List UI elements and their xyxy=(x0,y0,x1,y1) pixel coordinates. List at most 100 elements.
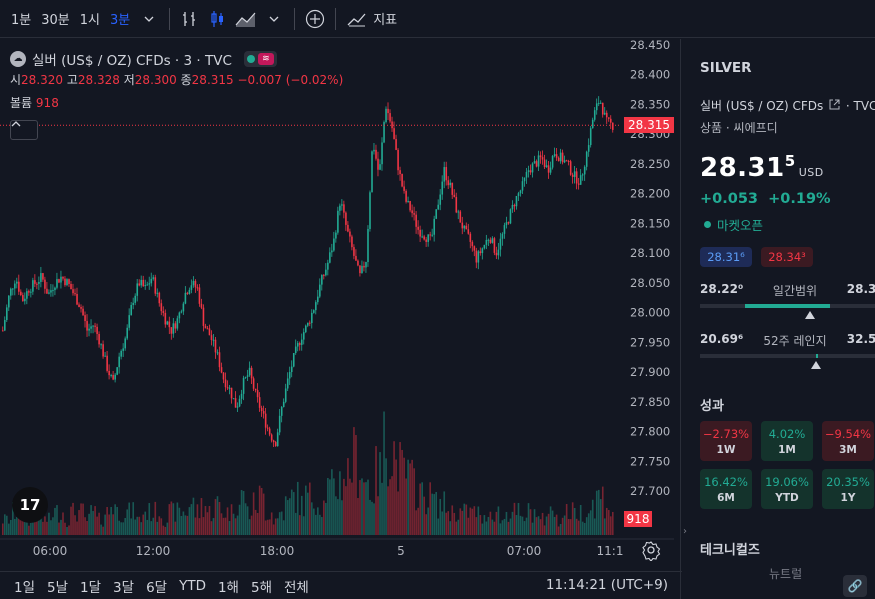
candle xyxy=(130,304,133,316)
volume-bar xyxy=(52,517,54,535)
candle xyxy=(146,284,149,286)
candle xyxy=(52,290,54,292)
bid-price[interactable]: 28.31⁶ xyxy=(700,247,752,267)
candle xyxy=(212,339,215,341)
area-chart-icon[interactable] xyxy=(232,0,260,38)
interval-30m-button[interactable]: 30분 xyxy=(41,13,70,28)
week52-range-labels: 20.69⁶ 52주 레인지 32.51² xyxy=(700,332,875,349)
candle xyxy=(88,328,90,331)
volume-bar xyxy=(551,510,554,535)
range-5y-button[interactable]: 5해 xyxy=(250,579,272,596)
candle xyxy=(84,315,86,322)
candle xyxy=(226,387,229,389)
chevron-down-icon[interactable] xyxy=(260,0,288,38)
chevron-right-icon[interactable]: › xyxy=(683,525,687,537)
volume-bar xyxy=(599,499,602,535)
candle xyxy=(20,291,22,296)
volume-bar xyxy=(443,491,446,535)
interval-3m-button[interactable]: 3분 xyxy=(109,13,131,28)
volume-bar xyxy=(453,512,456,535)
volume-bar xyxy=(577,520,580,535)
panel-symbol-name[interactable]: 실버 (US$ / OZ) CFDs · TVC xyxy=(700,97,875,114)
candle xyxy=(192,280,195,286)
performance-cell[interactable]: 4.02% 1M xyxy=(761,421,813,461)
volume-bar xyxy=(563,515,566,535)
volume-bar xyxy=(146,519,149,535)
volume-bar xyxy=(455,521,458,535)
candle xyxy=(26,291,28,299)
indicators-button[interactable]: 지표 xyxy=(342,0,402,38)
volume-bar xyxy=(56,505,58,535)
volume-bar xyxy=(505,511,508,535)
range-all-button[interactable]: 전체 xyxy=(284,579,309,596)
volume-bar xyxy=(174,521,177,535)
performance-cell[interactable]: 16.42% 6M xyxy=(700,469,752,509)
candle xyxy=(451,182,454,195)
candle xyxy=(100,344,102,346)
range-ytd-button[interactable]: YTD xyxy=(179,577,206,594)
technicals-title: 테크니컬즈 xyxy=(700,543,760,558)
performance-cell[interactable]: 20.35% 1Y xyxy=(822,469,874,509)
volume-bar xyxy=(134,519,137,535)
volume-bar xyxy=(327,478,329,535)
volume-bar xyxy=(585,517,588,535)
volume-bar xyxy=(503,518,506,535)
candle xyxy=(186,292,189,294)
range-1m-button[interactable]: 1달 xyxy=(80,579,102,596)
range-1y-button[interactable]: 1해 xyxy=(217,579,239,596)
range-3m-button[interactable]: 3달 xyxy=(113,579,135,596)
range-1d-button[interactable]: 1일 xyxy=(14,579,36,596)
volume-bar xyxy=(26,517,28,535)
tradingview-logo-icon[interactable]: 17 xyxy=(12,487,48,523)
performance-cell[interactable]: −2.73% 1W xyxy=(700,421,752,461)
price-tick-label: 28.400 xyxy=(630,68,670,82)
external-link-icon[interactable] xyxy=(829,99,840,110)
performance-cell[interactable]: 19.06% YTD xyxy=(761,469,813,509)
volume-bar xyxy=(222,517,225,535)
interval-1h-button[interactable]: 1시 xyxy=(79,13,100,28)
price-chart[interactable]: 28.450 28.400 28.350 28.300 28.250 28.200 28.1… xyxy=(0,39,674,571)
candle xyxy=(409,201,411,211)
volume-bar xyxy=(2,523,4,535)
candle xyxy=(497,249,500,256)
legend-toggle[interactable]: ≋ xyxy=(243,51,277,67)
candle xyxy=(325,269,327,276)
range-5d-button[interactable]: 5날 xyxy=(47,579,69,596)
candle xyxy=(152,277,155,279)
candle xyxy=(545,165,548,168)
candle xyxy=(399,170,401,175)
candle xyxy=(58,279,60,283)
gear-icon[interactable] xyxy=(640,539,662,561)
chevron-down-icon[interactable] xyxy=(135,0,163,38)
bar-chart-icon[interactable] xyxy=(176,0,204,38)
performance-cell[interactable]: −9.54% 3M xyxy=(822,421,874,461)
high-value: 28.328 xyxy=(77,73,120,87)
volume-bar xyxy=(122,522,124,535)
volume-bar xyxy=(425,514,427,535)
candle xyxy=(214,339,217,353)
volume-bar xyxy=(160,518,163,535)
candle xyxy=(369,192,371,229)
candle xyxy=(242,377,245,394)
volume-bar xyxy=(16,516,18,535)
ask-price[interactable]: 28.34³ xyxy=(761,247,813,267)
volume-bar xyxy=(335,496,337,535)
candle xyxy=(427,234,429,242)
clock-timezone[interactable]: 11:14:21 (UTC+9) xyxy=(545,577,668,593)
volume-row: 볼륨 918 xyxy=(10,94,343,111)
chart-canvas[interactable]: 28.450 28.400 28.350 28.300 28.250 28.200 28.1… xyxy=(0,39,674,571)
range-6m-button[interactable]: 6달 xyxy=(146,579,168,596)
candle-chart-icon[interactable] xyxy=(204,0,232,38)
candle xyxy=(581,174,584,176)
interval-1m-button[interactable]: 1분 xyxy=(11,13,32,28)
volume-bar xyxy=(242,491,245,535)
link-icon[interactable]: 🔗 xyxy=(843,575,867,597)
collapse-legend-button[interactable] xyxy=(10,120,38,140)
candle xyxy=(142,279,145,287)
candle xyxy=(184,292,187,304)
add-plus-icon[interactable] xyxy=(301,0,329,38)
candle xyxy=(128,315,131,328)
price-sup: 5 xyxy=(784,152,796,170)
candle xyxy=(34,280,36,284)
volume-bar xyxy=(172,503,175,535)
